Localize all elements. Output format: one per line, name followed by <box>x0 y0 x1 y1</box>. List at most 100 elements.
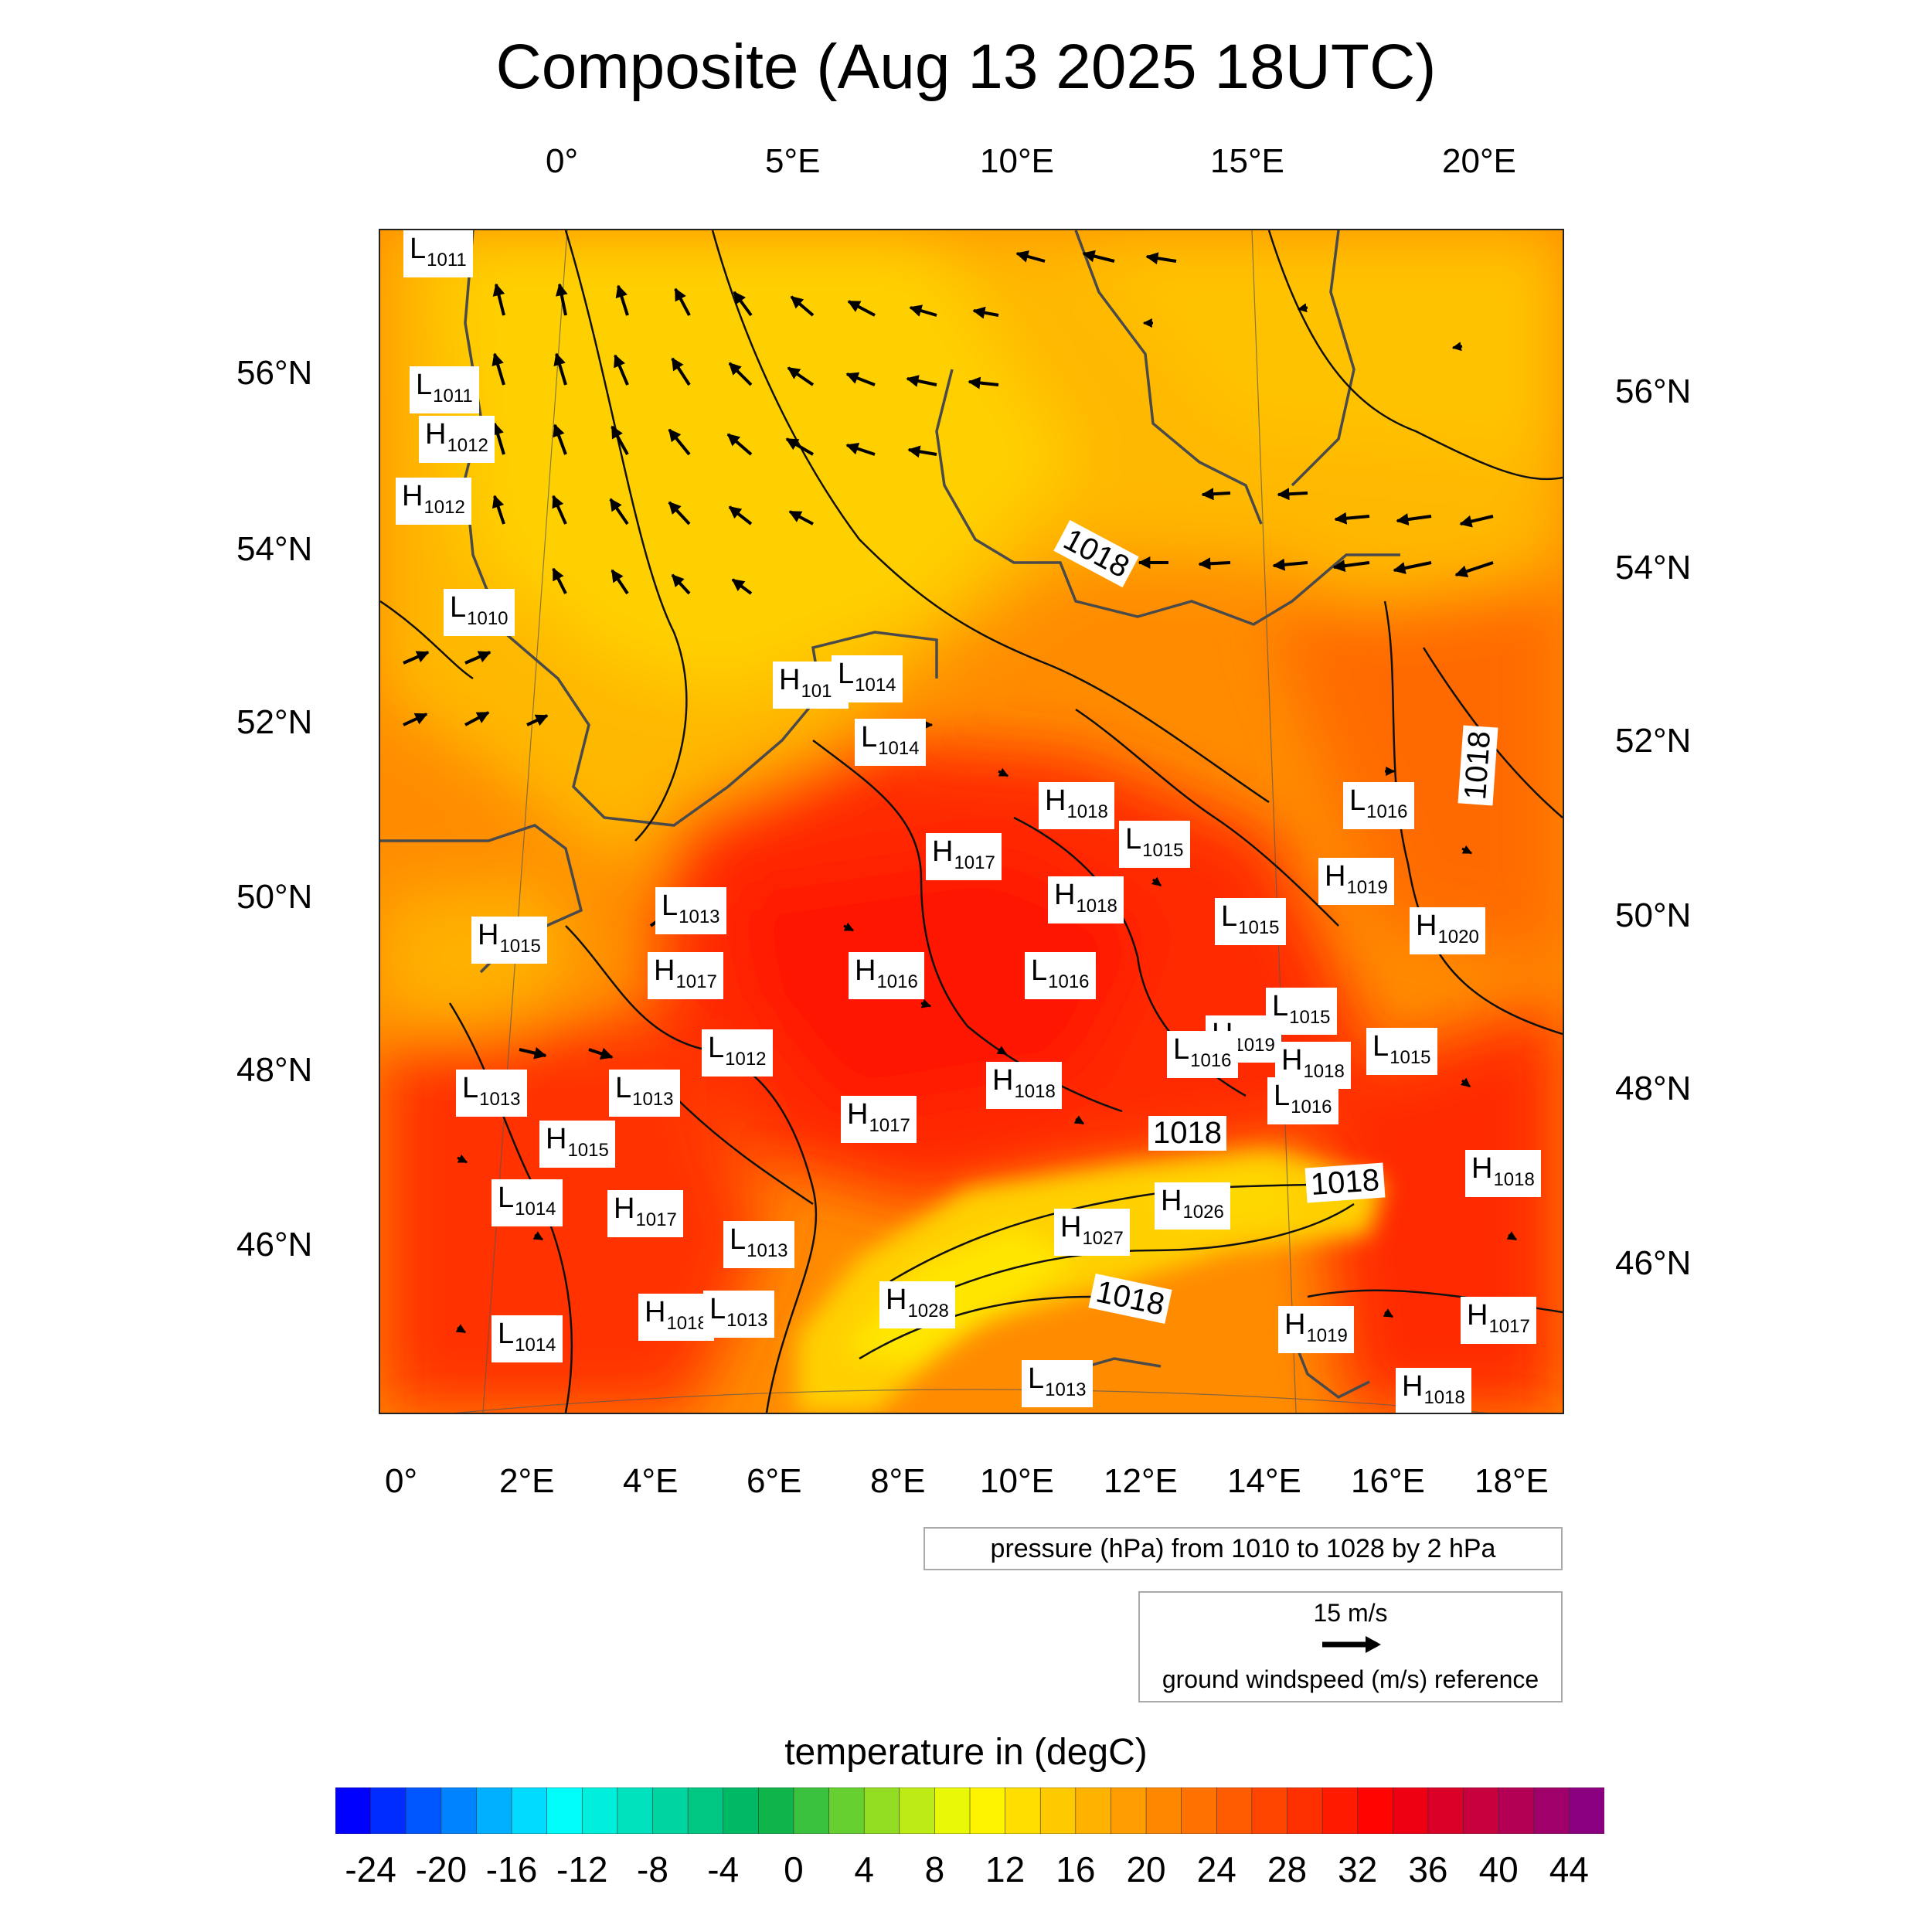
colorbar-swatch <box>581 1787 618 1834</box>
colorbar-swatch <box>335 1787 372 1834</box>
colorbar-swatch <box>440 1787 478 1834</box>
pressure-center-label: H1028 <box>879 1281 955 1328</box>
pressure-center-label: H1017 <box>607 1190 683 1237</box>
left-lat-label: 48°N <box>236 1051 313 1089</box>
colorbar-swatch <box>758 1787 794 1834</box>
right-lat-label: 54°N <box>1615 549 1692 587</box>
pressure-center-label: H1018 <box>638 1294 714 1341</box>
right-lat-label: 50°N <box>1615 896 1692 934</box>
pressure-center-label: H1017 <box>926 833 1002 880</box>
colorbar-tick-label: 4 <box>854 1849 874 1889</box>
isobar-label: 1018 <box>1148 1116 1226 1151</box>
pressure-legend: pressure (hPa) from 1010 to 1028 by 2 hP… <box>923 1527 1563 1570</box>
pressure-center-label: H1015 <box>471 917 547 964</box>
colorbar-tick-label: 44 <box>1549 1849 1589 1889</box>
pressure-center-label: H1017 <box>1461 1297 1536 1344</box>
colorbar-swatch <box>863 1787 900 1834</box>
pressure-center-label: H1012 <box>396 478 471 525</box>
pressure-center-label: L1014 <box>492 1179 563 1226</box>
left-lat-label: 56°N <box>236 354 313 392</box>
pressure-center-label: L1013 <box>655 887 726 934</box>
pressure-center-label: L1013 <box>723 1221 794 1268</box>
colorbar-swatch <box>1287 1787 1323 1834</box>
colorbar-tick-label: -16 <box>485 1849 538 1889</box>
colorbar-swatch <box>1145 1787 1182 1834</box>
bottom-lon-label: 4°E <box>623 1462 679 1500</box>
pressure-center-label: L1015 <box>1215 898 1286 945</box>
colorbar-tick-label: 0 <box>784 1849 804 1889</box>
colorbar-swatch <box>1427 1787 1464 1834</box>
top-lon-label: 15°E <box>1210 142 1284 180</box>
colorbar-swatch <box>546 1787 583 1834</box>
colorbar-swatch <box>1569 1787 1604 1834</box>
pressure-center-label: H1018 <box>1396 1368 1471 1413</box>
map-title: Composite (Aug 13 2025 18UTC) <box>495 32 1437 102</box>
colorbar-swatch <box>1181 1787 1218 1834</box>
colorbar-swatch <box>1498 1787 1535 1834</box>
colorbar-swatch <box>1393 1787 1429 1834</box>
pressure-center-label: L1013 <box>609 1070 680 1117</box>
colorbar-swatch <box>1075 1787 1112 1834</box>
colorbar-tick-label: -12 <box>556 1849 608 1889</box>
pressure-center-label: H1018 <box>1048 876 1124 923</box>
wind-reference-label: ground windspeed (m/s) reference <box>1162 1665 1539 1693</box>
pressure-center-label: L1013 <box>1022 1360 1093 1407</box>
pressure-center-label: H1018 <box>986 1062 1062 1109</box>
top-lon-label: 10°E <box>980 142 1054 180</box>
colorbar-tick-label: 36 <box>1408 1849 1448 1889</box>
colorbar-tick-label: -4 <box>707 1849 740 1889</box>
bottom-lon-label: 18°E <box>1475 1462 1549 1500</box>
right-lat-label: 56°N <box>1615 372 1692 410</box>
pressure-center-label: L1013 <box>703 1291 774 1338</box>
colorbar-swatch <box>370 1787 407 1834</box>
right-lat-label: 52°N <box>1615 722 1692 760</box>
pressure-center-label: L1011 <box>403 230 473 277</box>
colorbar-swatch <box>476 1787 512 1834</box>
pressure-center-label: L1014 <box>832 655 903 702</box>
bottom-lon-label: 0° <box>385 1462 418 1500</box>
colorbar-swatch <box>1111 1787 1147 1834</box>
pressure-center-label: L1015 <box>1366 1028 1437 1075</box>
colorbar-title: temperature in (degC) <box>784 1732 1148 1773</box>
colorbar-swatch <box>899 1787 936 1834</box>
pressure-center-label: H1018 <box>1465 1150 1541 1197</box>
colorbar-swatch <box>1463 1787 1499 1834</box>
top-lon-label: 0° <box>546 142 579 180</box>
pressure-center-label: L1010 <box>444 589 515 636</box>
bottom-lon-label: 14°E <box>1227 1462 1301 1500</box>
colorbar-swatch <box>1357 1787 1394 1834</box>
pressure-center-label: H1015 <box>539 1121 615 1168</box>
pressure-center-label: L1016 <box>1267 1077 1338 1124</box>
pressure-center-label: L1014 <box>855 719 926 766</box>
top-lon-label: 5°E <box>765 142 821 180</box>
pressure-center-label: H1018 <box>1039 782 1114 829</box>
colorbar-tick-label: 28 <box>1267 1849 1308 1889</box>
top-lon-label: 20°E <box>1442 142 1516 180</box>
colorbar-swatch <box>1005 1787 1042 1834</box>
colorbar-tick-label: -24 <box>345 1849 396 1889</box>
colorbar-tick-label: 20 <box>1126 1849 1166 1889</box>
wind-reference-speed: 15 m/s <box>1313 1599 1388 1627</box>
pressure-center-label: L1013 <box>456 1070 527 1117</box>
colorbar-tick-label: -8 <box>637 1849 668 1889</box>
colorbar-tick-label: 8 <box>924 1849 945 1889</box>
bottom-lon-label: 2°E <box>499 1462 555 1500</box>
colorbar-swatch <box>793 1787 830 1834</box>
colorbar-swatch <box>405 1787 442 1834</box>
colorbar-swatch <box>1533 1787 1570 1834</box>
bottom-lon-label: 6°E <box>747 1462 802 1500</box>
left-lat-label: 52°N <box>236 703 313 741</box>
map-panel[interactable]: L1011 L1011 H1012 H1012 L1010 H1015 L101… <box>379 229 1564 1414</box>
left-lat-label: 46°N <box>236 1226 313 1264</box>
pressure-center-label: H1019 <box>1318 858 1394 905</box>
pressure-center-label: L1016 <box>1167 1031 1238 1078</box>
pressure-center-label: L1011 <box>410 366 479 413</box>
bottom-lon-label: 16°E <box>1351 1462 1425 1500</box>
bottom-lon-label: 10°E <box>980 1462 1054 1500</box>
colorbar-swatch <box>828 1787 865 1834</box>
pressure-center-label: H1019 <box>1278 1306 1354 1353</box>
wind-reference-legend: 15 m/s ground windspeed (m/s) reference <box>1138 1591 1563 1702</box>
colorbar-tick-label: 24 <box>1196 1849 1236 1889</box>
colorbar-swatch <box>1039 1787 1077 1834</box>
colorbar-swatch <box>652 1787 689 1834</box>
